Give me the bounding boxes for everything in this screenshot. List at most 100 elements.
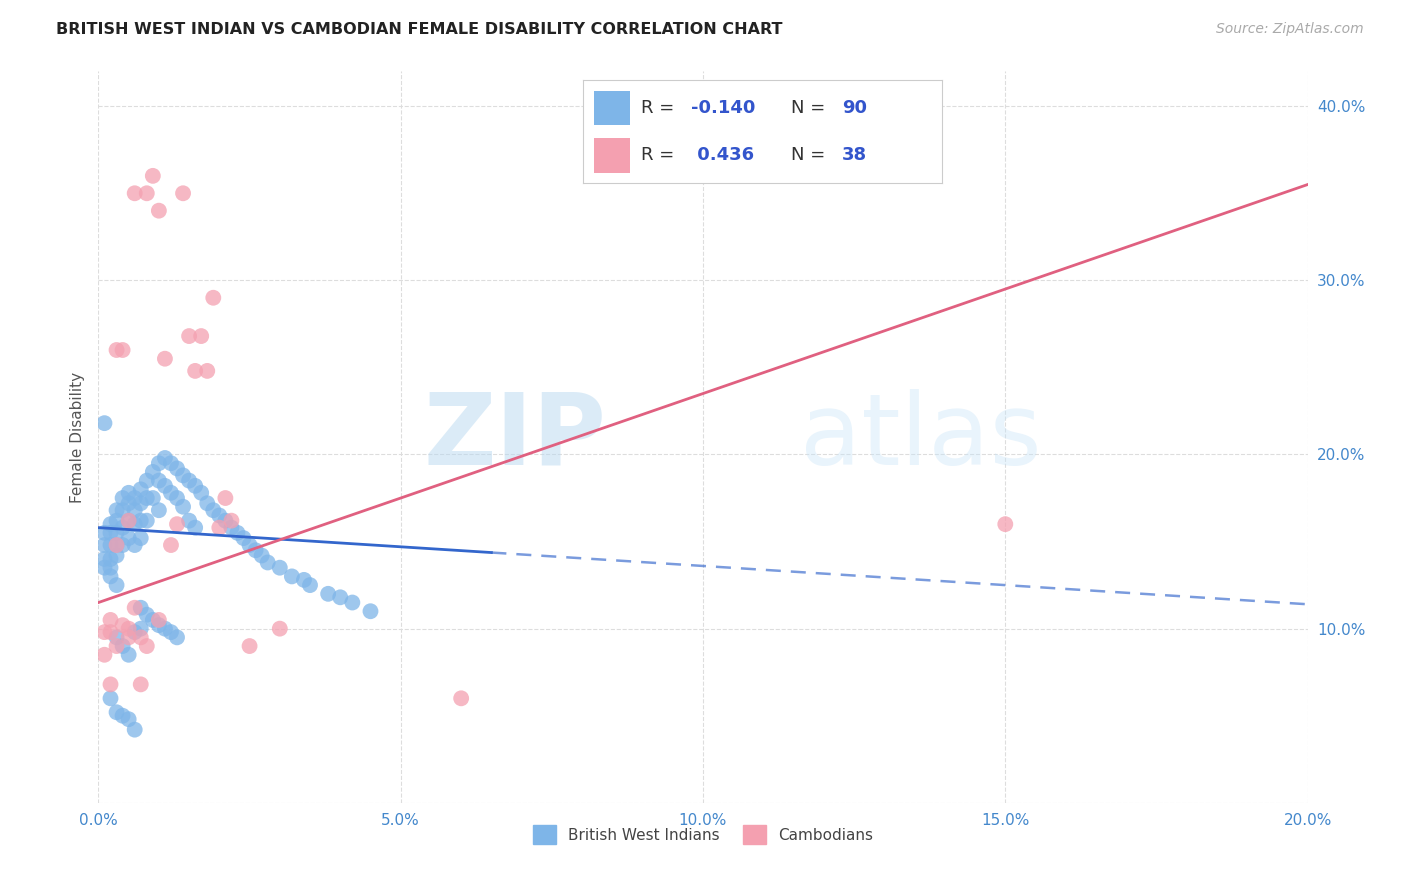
Point bbox=[100, 538, 122, 552]
Point bbox=[105, 538, 128, 552]
Point bbox=[202, 503, 225, 517]
Point bbox=[93, 560, 115, 574]
Point bbox=[153, 479, 176, 493]
Point bbox=[118, 496, 141, 510]
Point bbox=[281, 569, 304, 583]
Point bbox=[124, 491, 146, 505]
Point bbox=[148, 503, 170, 517]
Point bbox=[256, 556, 278, 570]
Point bbox=[195, 364, 218, 378]
Point bbox=[292, 573, 315, 587]
Point bbox=[129, 531, 152, 545]
Point bbox=[105, 639, 128, 653]
Point bbox=[172, 468, 194, 483]
Point bbox=[299, 578, 322, 592]
Point bbox=[111, 343, 134, 357]
Point bbox=[160, 625, 183, 640]
Bar bbox=[595, 137, 630, 173]
Point bbox=[124, 538, 146, 552]
Point bbox=[316, 587, 339, 601]
Text: -0.140: -0.140 bbox=[692, 99, 755, 117]
Point bbox=[172, 186, 194, 201]
Point bbox=[135, 607, 157, 622]
Point bbox=[450, 691, 472, 706]
Point bbox=[135, 474, 157, 488]
Point bbox=[118, 531, 141, 545]
Point bbox=[142, 465, 165, 479]
Point bbox=[195, 496, 218, 510]
Point bbox=[118, 648, 141, 662]
Point bbox=[93, 648, 115, 662]
Text: 38: 38 bbox=[842, 146, 866, 164]
Point bbox=[166, 631, 188, 645]
Text: 90: 90 bbox=[842, 99, 866, 117]
Point bbox=[93, 525, 115, 540]
Point bbox=[111, 708, 134, 723]
Point bbox=[129, 677, 152, 691]
Point bbox=[202, 291, 225, 305]
Point bbox=[214, 491, 236, 505]
Point bbox=[179, 474, 201, 488]
Point bbox=[124, 517, 146, 532]
Point bbox=[153, 351, 176, 366]
Point bbox=[142, 169, 165, 183]
Point bbox=[118, 622, 141, 636]
Point bbox=[124, 503, 146, 517]
Point bbox=[245, 543, 267, 558]
Point bbox=[160, 485, 183, 500]
Text: BRITISH WEST INDIAN VS CAMBODIAN FEMALE DISABILITY CORRELATION CHART: BRITISH WEST INDIAN VS CAMBODIAN FEMALE … bbox=[56, 22, 783, 37]
Point bbox=[329, 591, 352, 605]
Point bbox=[105, 525, 128, 540]
Point bbox=[135, 639, 157, 653]
Point bbox=[148, 474, 170, 488]
Point bbox=[111, 503, 134, 517]
Point bbox=[179, 514, 201, 528]
Point bbox=[342, 595, 364, 609]
Point bbox=[93, 416, 115, 430]
Point bbox=[111, 521, 134, 535]
Point bbox=[269, 622, 291, 636]
Point bbox=[105, 514, 128, 528]
Point bbox=[129, 483, 152, 497]
Point bbox=[105, 631, 128, 645]
Point bbox=[100, 625, 122, 640]
Text: ZIP: ZIP bbox=[423, 389, 606, 485]
Point bbox=[118, 514, 141, 528]
Point bbox=[105, 705, 128, 719]
Point bbox=[142, 613, 165, 627]
Point bbox=[226, 525, 249, 540]
Legend: British West Indians, Cambodians: British West Indians, Cambodians bbox=[527, 819, 879, 850]
Point bbox=[153, 450, 176, 465]
Point bbox=[105, 343, 128, 357]
Point bbox=[250, 549, 273, 563]
Point bbox=[105, 578, 128, 592]
Point bbox=[129, 514, 152, 528]
Point bbox=[239, 538, 262, 552]
Point bbox=[100, 677, 122, 691]
Y-axis label: Female Disability: Female Disability bbox=[69, 371, 84, 503]
Point bbox=[100, 560, 122, 574]
Text: N =: N = bbox=[792, 146, 831, 164]
Point bbox=[994, 517, 1017, 532]
Point bbox=[184, 364, 207, 378]
Point bbox=[190, 485, 212, 500]
Bar bbox=[595, 91, 630, 126]
Point bbox=[100, 691, 122, 706]
Point bbox=[111, 538, 134, 552]
Point bbox=[135, 186, 157, 201]
Point bbox=[124, 625, 146, 640]
Point bbox=[129, 496, 152, 510]
Point bbox=[135, 514, 157, 528]
Point bbox=[221, 521, 243, 535]
Point bbox=[100, 569, 122, 583]
Point bbox=[172, 500, 194, 514]
Point bbox=[239, 639, 262, 653]
Point bbox=[166, 461, 188, 475]
Point bbox=[124, 186, 146, 201]
Point bbox=[142, 491, 165, 505]
Point bbox=[160, 538, 183, 552]
Point bbox=[105, 549, 128, 563]
Point bbox=[93, 625, 115, 640]
Point bbox=[179, 329, 201, 343]
Text: Source: ZipAtlas.com: Source: ZipAtlas.com bbox=[1216, 22, 1364, 37]
